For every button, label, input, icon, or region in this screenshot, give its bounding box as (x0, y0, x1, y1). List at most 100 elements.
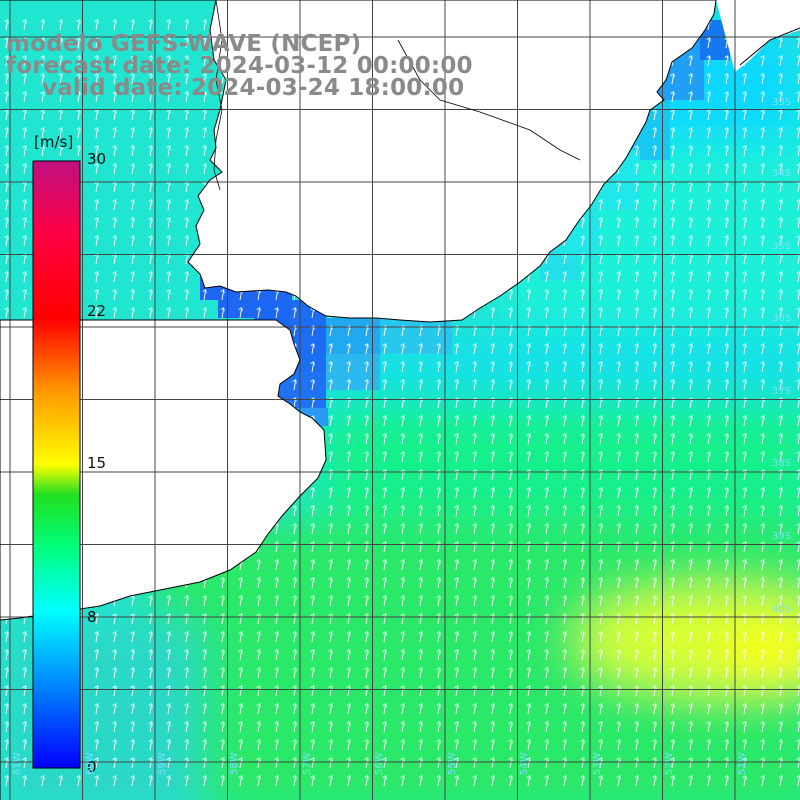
colorbar-tick-22: 22 (87, 302, 107, 320)
wind-arrow (112, 73, 117, 85)
wind-arrow (202, 127, 207, 139)
wind-arrow (580, 415, 585, 427)
wind-arrow (706, 91, 711, 103)
wind-arrow (778, 451, 783, 463)
wind-arrow (454, 415, 459, 427)
lat-label: 38S (772, 458, 792, 469)
wind-arrow (76, 73, 81, 85)
wind-arrow (382, 361, 387, 373)
wind-arrow (562, 451, 567, 463)
wind-arrow (112, 271, 117, 283)
wind-arrow (94, 91, 99, 103)
wind-arrow (562, 271, 567, 283)
wind-arrow (166, 307, 171, 319)
wind-arrow (634, 433, 639, 445)
wind-arrow (166, 163, 171, 175)
wind-arrow (778, 127, 783, 139)
wind-arrow (616, 271, 621, 283)
wind-arrow (22, 73, 27, 85)
wind-arrow (508, 433, 513, 445)
wind-arrow (688, 145, 693, 157)
wind-arrow (634, 361, 639, 373)
colorbar-tick-8: 8 (87, 608, 97, 626)
wind-arrow (184, 145, 189, 157)
wind-arrow (382, 343, 387, 355)
wind-arrow (454, 343, 459, 355)
wind-arrow (760, 271, 765, 283)
wind-arrow (490, 343, 495, 355)
wind-arrow (130, 19, 135, 31)
wind-arrow (184, 307, 189, 319)
wind-arrow (112, 163, 117, 175)
wind-arrow (778, 307, 783, 319)
wind-arrow (670, 163, 675, 175)
wind-arrow (490, 415, 495, 427)
wind-arrow (634, 199, 639, 211)
wind-arrow (4, 55, 9, 67)
wind-arrow (616, 217, 621, 229)
wind-arrow (22, 163, 27, 175)
wind-arrow (670, 145, 675, 157)
wind-arrow (742, 451, 747, 463)
wind-arrow (130, 91, 135, 103)
wind-arrow (706, 343, 711, 355)
wind-arrow (688, 289, 693, 301)
wind-arrow (184, 271, 189, 283)
wind-arrow (4, 145, 9, 157)
wind-arrow (184, 217, 189, 229)
wind-arrow (724, 343, 729, 355)
wind-arrow (22, 235, 27, 247)
wind-arrow (292, 307, 297, 319)
wind-arrow (688, 91, 693, 103)
wind-arrow (4, 163, 9, 175)
wind-arrow (670, 433, 675, 445)
wind-arrow (40, 73, 45, 85)
wind-arrow (94, 235, 99, 247)
wind-arrow (76, 91, 81, 103)
wind-arrow (436, 379, 441, 391)
wind-arrow (508, 415, 513, 427)
wind-arrow (112, 289, 117, 301)
wind-arrow (94, 271, 99, 283)
wind-arrow (598, 307, 603, 319)
wind-arrow (148, 307, 153, 319)
wind-arrow (688, 127, 693, 139)
wind-arrow (58, 55, 63, 67)
wind-arrow (742, 91, 747, 103)
wind-arrow (706, 307, 711, 319)
wind-arrow (634, 343, 639, 355)
wind-arrow (184, 235, 189, 247)
wind-arrow (22, 199, 27, 211)
wind-arrow (652, 289, 657, 301)
wind-arrow (742, 289, 747, 301)
wind-arrow (22, 217, 27, 229)
wind-arrow (760, 235, 765, 247)
wind-arrow (562, 379, 567, 391)
wind-arrow (382, 415, 387, 427)
wind-arrow (94, 199, 99, 211)
wind-arrow (652, 379, 657, 391)
wind-arrow (4, 19, 9, 31)
wind-arrow (22, 55, 27, 67)
wind-arrow (112, 145, 117, 157)
wind-arrow (148, 127, 153, 139)
wind-arrow (418, 415, 423, 427)
wind-arrow (328, 343, 333, 355)
wind-arrow (724, 361, 729, 373)
wind-arrow (184, 73, 189, 85)
wind-arrow (580, 289, 585, 301)
wind-arrow (526, 415, 531, 427)
wind-arrow (472, 379, 477, 391)
wind-arrow (130, 217, 135, 229)
wind-arrow (22, 145, 27, 157)
wind-arrow (544, 415, 549, 427)
lon-label: 60W (85, 752, 96, 775)
wind-arrow (526, 289, 531, 301)
wind-arrow (670, 415, 675, 427)
wind-arrow (418, 379, 423, 391)
wind-arrow (598, 379, 603, 391)
wind-arrow (598, 415, 603, 427)
wind-arrow (166, 73, 171, 85)
wind-arrow (40, 145, 45, 157)
